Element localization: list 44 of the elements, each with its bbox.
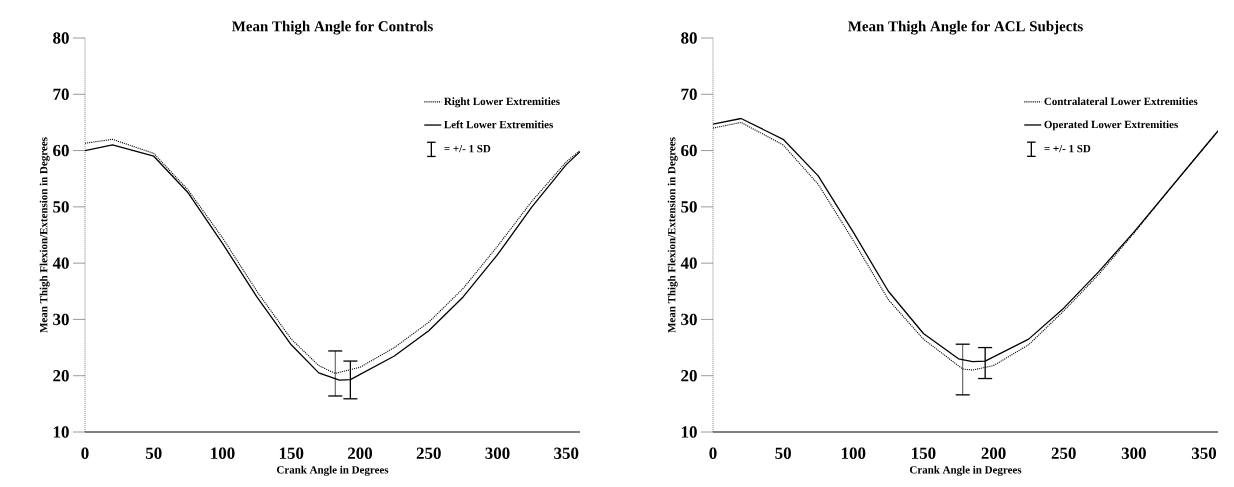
annotation: = +/- 1 SD [444, 145, 491, 153]
x-tick-label: 50 [775, 447, 791, 459]
x-tick-label: 100 [841, 447, 866, 459]
x-tick-label: 100 [211, 447, 235, 459]
legend-label: Operated Lower Extremities [1044, 120, 1178, 131]
x-tick-label: 250 [416, 447, 441, 459]
y-tick-label: 20 [681, 370, 697, 382]
x-tick-label: 0 [709, 447, 717, 459]
y-tick-label: 40 [52, 257, 69, 269]
x-tick-label: 0 [81, 447, 89, 459]
y-tick-label: 80 [681, 32, 697, 44]
y-tick-label: 10 [53, 426, 69, 438]
x-axis-title: Crank Angle in Degrees [276, 465, 389, 476]
x-tick-label: 250 [1051, 447, 1076, 459]
chart-title: Mean Thigh Angle for ACL Subjects [848, 20, 1083, 35]
x-tick-label: 300 [1121, 447, 1146, 459]
x-tick-label: 150 [912, 447, 936, 459]
legend-label: Left Lower Extremities [444, 120, 554, 129]
y-axis-title: Mean Thigh Flexion/Extension in Degrees [667, 137, 678, 333]
y-tick-label: 40 [680, 257, 697, 269]
y-tick-label: 60 [681, 144, 697, 157]
x-axis-title: Crank Angle in Degrees [909, 465, 1022, 476]
annotation: = +/- 1 SD [1044, 144, 1091, 153]
x-tick-label: 150 [279, 447, 304, 459]
y-tick-label: 70 [53, 88, 69, 101]
legend-label: Right Lower Extremities [444, 97, 560, 108]
y-tick-label: 30 [681, 313, 697, 326]
x-tick-label: 200 [981, 447, 1006, 459]
x-tick-label: 300 [485, 447, 510, 459]
x-tick-label: 50 [145, 447, 162, 459]
legend-label: Contralateral Lower Extremities [1044, 97, 1198, 106]
y-tick-label: 50 [681, 201, 697, 213]
y-tick-label: 10 [681, 426, 697, 438]
chart-title: Mean Thigh Angle for Controls [232, 20, 433, 35]
x-tick-label: 200 [348, 447, 373, 459]
x-tick-label: 350 [554, 447, 579, 459]
y-tick-label: 60 [53, 144, 69, 157]
y-tick-label: 70 [681, 88, 697, 101]
y-axis-title: Mean Thigh Flexion/Extension in Degrees [39, 137, 50, 333]
y-tick-label: 50 [53, 201, 69, 213]
y-tick-label: 30 [53, 313, 69, 326]
x-tick-label: 350 [1191, 447, 1217, 459]
y-tick-label: 20 [53, 370, 69, 382]
y-tick-label: 80 [53, 32, 69, 44]
